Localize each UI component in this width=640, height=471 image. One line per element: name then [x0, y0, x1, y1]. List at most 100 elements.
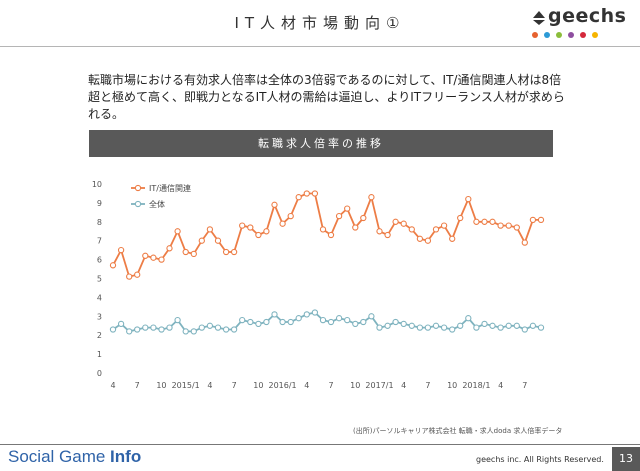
data-point — [134, 326, 141, 333]
data-point — [206, 322, 214, 329]
data-point — [440, 222, 448, 229]
page-number: 13 — [612, 447, 640, 471]
x-tick-label: 7 — [328, 381, 333, 390]
data-point — [473, 218, 480, 225]
data-point — [198, 324, 205, 331]
data-point — [150, 324, 157, 331]
data-point — [206, 226, 214, 233]
legend-marker-0 — [134, 184, 142, 192]
data-point — [174, 228, 181, 235]
data-point — [295, 194, 302, 201]
legend-label-0: IT/通信関連 — [149, 183, 191, 193]
data-point — [408, 322, 415, 329]
y-tick-label: 0 — [97, 369, 102, 378]
data-point — [142, 252, 149, 259]
data-point — [457, 322, 464, 329]
data-point — [416, 235, 424, 242]
logo-text: geechs — [548, 5, 627, 27]
data-point — [360, 318, 367, 326]
data-point — [142, 324, 149, 331]
data-point — [247, 318, 254, 326]
x-tick-label: 7 — [522, 381, 527, 390]
y-tick-label: 10 — [92, 180, 102, 189]
data-point — [368, 194, 375, 201]
data-point — [222, 248, 230, 256]
data-point — [255, 231, 262, 239]
data-point — [344, 205, 351, 212]
data-point — [327, 318, 335, 326]
data-point — [392, 318, 399, 326]
geechs-logo: geechs — [526, 4, 626, 44]
data-point — [335, 315, 343, 322]
data-point — [182, 328, 189, 335]
data-point — [263, 318, 270, 326]
brand-dot-5 — [592, 32, 598, 38]
x-tick-label: 4 — [401, 381, 406, 390]
y-tick-label: 3 — [97, 312, 102, 321]
x-tick-label: 2016/1 — [269, 381, 297, 390]
x-tick-label: 4 — [110, 381, 115, 390]
brand-dot-4 — [580, 32, 586, 38]
data-point — [352, 224, 359, 231]
chart-title-bar: 転職求人倍率の推移 — [89, 130, 553, 157]
x-tick-label: 10 — [156, 381, 166, 390]
data-point — [271, 201, 278, 208]
data-point — [449, 235, 456, 242]
x-tick-label: 4 — [498, 381, 503, 390]
data-point — [150, 254, 157, 261]
data-point — [465, 195, 472, 203]
data-point — [513, 322, 520, 329]
data-point — [239, 316, 246, 324]
slide-title: IT人材市場動向① — [234, 14, 406, 32]
x-tick-label: 10 — [447, 381, 457, 390]
data-point — [384, 322, 391, 329]
source-note: (出所)パーソルキャリア株式会社 転職・求人doda 求人倍率データ — [353, 427, 563, 435]
data-point — [529, 322, 537, 329]
data-point — [400, 320, 407, 328]
data-point — [384, 231, 391, 239]
summary-paragraph: 転職市場における有効求人倍率は全体の3倍弱であるのに対して、IT/通信関連人材は… — [88, 73, 565, 121]
data-point — [303, 311, 310, 318]
brand-dot-3 — [568, 32, 574, 38]
data-point — [505, 322, 512, 329]
data-point — [432, 322, 440, 329]
data-point — [352, 320, 359, 328]
data-point — [166, 324, 173, 331]
data-point — [327, 231, 335, 239]
data-point — [521, 239, 528, 246]
data-point — [190, 250, 197, 258]
data-point — [505, 222, 512, 229]
brand-color-dots — [532, 32, 598, 38]
data-point — [368, 313, 375, 320]
x-tick-label: 10 — [350, 381, 360, 390]
data-point — [521, 326, 528, 333]
data-point — [182, 248, 189, 256]
data-point — [109, 326, 117, 333]
x-tick-label: 7 — [232, 381, 237, 390]
data-point — [449, 326, 456, 333]
data-point — [166, 245, 173, 252]
header-divider — [0, 46, 640, 47]
data-point — [214, 324, 222, 331]
data-point — [109, 262, 117, 269]
brand-bold-text: Info — [110, 447, 142, 466]
y-tick-label: 4 — [97, 293, 102, 302]
y-tick-label: 5 — [97, 275, 102, 284]
data-point — [271, 311, 278, 318]
legend-marker-1 — [134, 200, 142, 208]
data-point — [481, 218, 488, 225]
series-line-0 — [112, 192, 541, 278]
data-point — [489, 322, 496, 329]
data-point — [126, 273, 133, 280]
data-point — [239, 222, 246, 229]
x-tick-label: 4 — [304, 381, 309, 390]
data-point — [311, 190, 319, 197]
x-tick-label: 4 — [207, 381, 212, 390]
x-tick-label: 7 — [425, 381, 430, 390]
data-point — [440, 324, 448, 331]
data-point — [230, 248, 238, 256]
y-tick-label: 1 — [97, 350, 102, 359]
data-point — [481, 320, 488, 328]
legend-label-1: 全体 — [149, 199, 165, 209]
data-point — [360, 214, 367, 222]
